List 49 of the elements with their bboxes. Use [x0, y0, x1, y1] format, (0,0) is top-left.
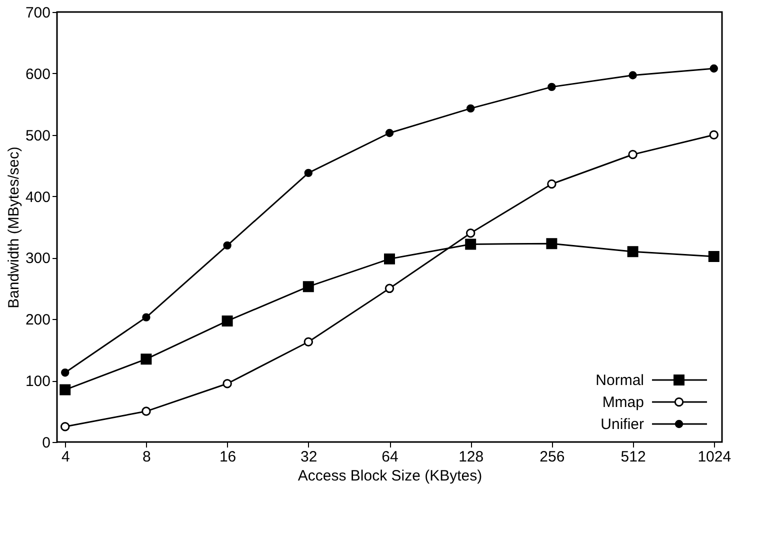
x-tick-label: 64 [382, 448, 398, 466]
x-tick-label: 4 [61, 448, 70, 466]
point [627, 246, 638, 258]
x-tick-label: 8 [142, 448, 151, 466]
x-tick-label: 512 [620, 448, 646, 466]
x-tick-label: 128 [458, 448, 484, 466]
point [222, 379, 232, 388]
point [384, 253, 395, 264]
y-tick-label: 600 [25, 66, 50, 83]
x-tick-label: 32 [300, 448, 318, 466]
point [547, 179, 556, 189]
point [548, 82, 556, 92]
point [628, 150, 638, 160]
point [223, 241, 232, 250]
y-axis-title: Bandwidth (MBytes/sec) [5, 146, 22, 308]
point [304, 168, 313, 178]
legend-label: Normal [596, 372, 644, 389]
y-tick-label: 700 [25, 4, 50, 22]
x-tick-label: 256 [540, 448, 565, 466]
point [465, 238, 476, 250]
y-tick-label: 300 [25, 250, 50, 268]
point [709, 130, 719, 140]
legend-label: Mmap [602, 394, 644, 411]
y-tick-label: 500 [25, 127, 50, 144]
point [466, 228, 476, 238]
x-tick-label: 16 [219, 448, 236, 466]
point [142, 313, 150, 322]
point [466, 104, 475, 113]
point [142, 406, 151, 416]
point [222, 315, 233, 326]
y-tick-label: 200 [25, 312, 50, 329]
point [60, 384, 71, 396]
point [304, 337, 314, 346]
point [710, 64, 718, 73]
x-tick-label: 1024 [698, 448, 732, 466]
point [384, 284, 394, 294]
point [385, 128, 394, 138]
point [60, 422, 70, 432]
y-tick-label: 100 [25, 373, 50, 390]
point [546, 238, 558, 250]
point [140, 354, 152, 365]
x-axis-title: Access Block Size (KBytes) [298, 468, 482, 484]
point [708, 250, 720, 262]
point [628, 71, 637, 80]
y-tick-label: 400 [25, 188, 50, 206]
y-tick-label: 0 [42, 434, 50, 452]
point [61, 368, 70, 377]
point [302, 281, 314, 292]
legend-label: Unifier [600, 416, 644, 433]
